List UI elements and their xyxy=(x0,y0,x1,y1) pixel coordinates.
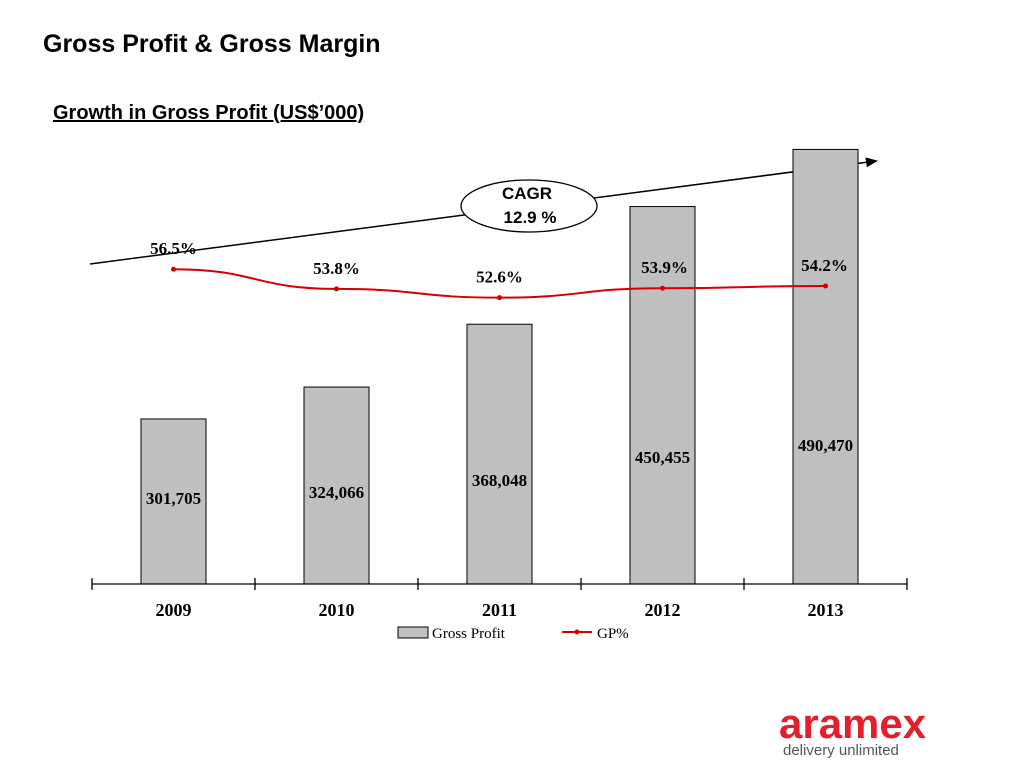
gp-point-2010 xyxy=(334,286,339,292)
aramex-logo: aramex delivery unlimited xyxy=(779,700,927,759)
bar-value-label-2013: 490,470 xyxy=(798,436,853,455)
gp-point-2009 xyxy=(171,266,176,272)
x-tick-label-2009: 2009 xyxy=(156,600,192,620)
bar-value-label-2012: 450,455 xyxy=(635,448,690,467)
gp-value-label-2011: 52.6% xyxy=(476,268,523,287)
slide-title: Gross Profit & Gross Margin xyxy=(43,30,381,58)
legend: Gross Profit GP% xyxy=(397,626,629,642)
legend-marker-gp xyxy=(574,629,580,635)
legend-label-gp: GP% xyxy=(597,626,629,642)
gp-value-label-2010: 53.8% xyxy=(313,259,360,278)
bar-value-label-2011: 368,048 xyxy=(472,471,527,490)
chart-subtitle: Growth in Gross Profit (US$’000) xyxy=(53,102,365,124)
logo-wordmark: aramex xyxy=(779,700,927,747)
x-tick-label-2011: 2011 xyxy=(482,600,517,620)
bars-layer xyxy=(140,148,859,585)
legend-label-gross-profit: Gross Profit xyxy=(432,626,506,642)
cagr-value: 12.9 % xyxy=(504,208,557,227)
gp-value-label-2012: 53.9% xyxy=(641,258,688,277)
cagr-callout: CAGR 12.9 % xyxy=(460,179,598,233)
gp-value-label-2009: 56.5% xyxy=(150,239,197,258)
x-tick-label-2013: 2013 xyxy=(808,600,844,620)
logo-tagline: delivery unlimited xyxy=(783,742,899,759)
cagr-label: CAGR xyxy=(502,184,552,203)
gp-point-2011 xyxy=(497,295,502,301)
data-labels-layer: 301,705 56.5% 324,066 53.8% 368,048 52.6% 450,… xyxy=(146,239,853,508)
x-tick-label-2010: 2010 xyxy=(319,600,355,620)
gp-line-layer xyxy=(171,266,828,301)
x-tick-label-2012: 2012 xyxy=(645,600,681,620)
x-axis: 2009 2010 2011 2012 2013 xyxy=(91,578,908,620)
bar-2012 xyxy=(629,206,696,585)
legend-swatch-gross-profit xyxy=(397,626,429,639)
gp-point-2013 xyxy=(823,283,828,289)
bar-value-label-2009: 301,705 xyxy=(146,489,201,508)
gp-point-2012 xyxy=(660,285,665,291)
bar-2010 xyxy=(303,386,370,585)
bar-2013 xyxy=(792,148,859,585)
bar-2009 xyxy=(140,418,207,585)
bar-2011 xyxy=(466,323,533,585)
gp-value-label-2013: 54.2% xyxy=(801,256,848,275)
bar-value-label-2010: 324,066 xyxy=(309,483,364,502)
